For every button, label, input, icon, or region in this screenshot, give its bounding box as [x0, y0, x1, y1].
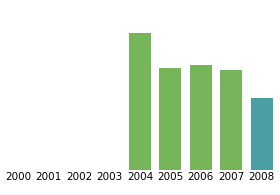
Bar: [220, 70, 242, 170]
Bar: [190, 65, 212, 170]
Bar: [251, 98, 273, 170]
Bar: [160, 68, 181, 170]
Bar: [129, 33, 151, 170]
